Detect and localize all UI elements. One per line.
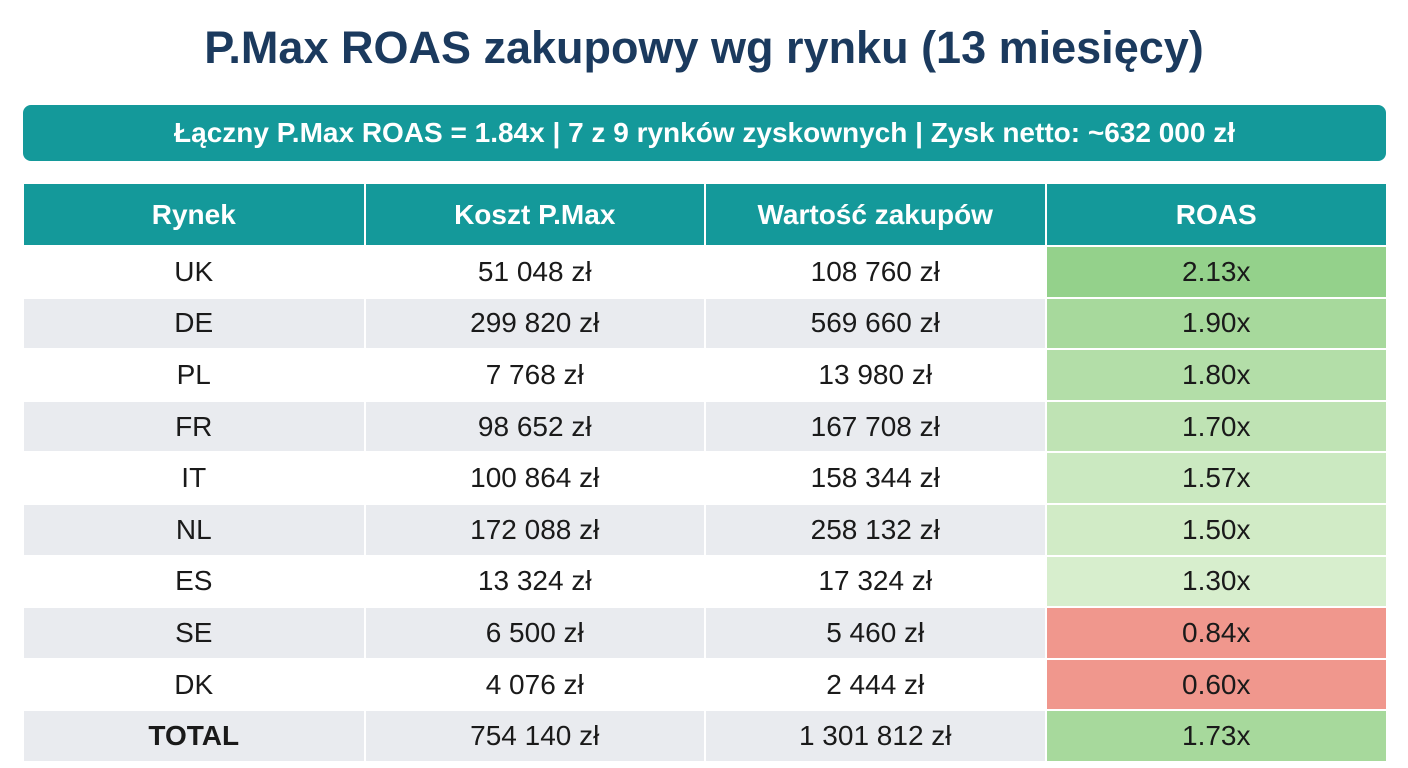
table-body: UK 51 048 zł 108 760 zł 2.13x DE 299 820 zł 56…: [24, 245, 1386, 761]
table-row: NL 172 088 zł 258 132 zł 1.50x: [24, 502, 1386, 556]
value-cell: 2 444 zł: [705, 657, 1047, 711]
roas-cell: 1.73x: [1045, 709, 1386, 761]
table-row: DK 4 076 zł 2 444 zł 0.60x: [24, 657, 1386, 711]
table-row: UK 51 048 zł 108 760 zł 2.13x: [24, 245, 1386, 298]
value-cell: 7 768 zł: [364, 348, 706, 401]
roas-cell: 0.60x: [1045, 657, 1386, 711]
value-cell: 5 460 zł: [705, 606, 1047, 659]
market-cell: DE: [24, 296, 366, 350]
roas-cell: 1.57x: [1045, 451, 1386, 504]
market-cell: ES: [24, 554, 366, 608]
column-header: Wartość zakupów: [705, 184, 1047, 246]
title: P.Max ROAS zakupowy wg rynku (13 miesięc…: [204, 22, 1204, 73]
table-row: TOTAL 754 140 zł 1 301 812 zł 1.73x: [24, 709, 1386, 761]
column-header: ROAS: [1045, 184, 1386, 246]
value-cell: 172 088 zł: [364, 502, 706, 556]
market-cell: UK: [24, 245, 366, 298]
summary-banner: Łączny P.Max ROAS = 1.84x | 7 z 9 rynków…: [23, 105, 1386, 161]
header-row: Rynek Koszt P.Max Wartość zakupów ROAS: [24, 184, 1386, 246]
roas-cell: 1.70x: [1045, 399, 1386, 453]
value-cell: 13 324 zł: [364, 554, 706, 608]
roas-cell: 1.80x: [1045, 348, 1386, 401]
market-cell: FR: [24, 399, 366, 453]
table-row: IT 100 864 zł 158 344 zł 1.57x: [24, 451, 1386, 504]
value-cell: 569 660 zł: [705, 296, 1047, 350]
value-cell: 51 048 zł: [364, 245, 706, 298]
value-cell: 754 140 zł: [364, 709, 706, 761]
market-cell: IT: [24, 451, 366, 504]
table-row: PL 7 768 zł 13 980 zł 1.80x: [24, 348, 1386, 401]
value-cell: 167 708 zł: [705, 399, 1047, 453]
value-cell: 17 324 zł: [705, 554, 1047, 608]
value-cell: 258 132 zł: [705, 502, 1047, 556]
value-cell: 1 301 812 zł: [705, 709, 1047, 761]
table-row: FR 98 652 zł 167 708 zł 1.70x: [24, 399, 1386, 453]
market-cell: TOTAL: [24, 709, 366, 761]
roas-cell: 0.84x: [1045, 606, 1386, 659]
value-cell: 299 820 zł: [364, 296, 706, 350]
column-header: Rynek: [24, 184, 366, 246]
roas-cell: 1.90x: [1045, 296, 1386, 350]
value-cell: 100 864 zł: [364, 451, 706, 504]
value-cell: 4 076 zł: [364, 657, 706, 711]
value-cell: 108 760 zł: [705, 245, 1047, 298]
roas-cell: 1.30x: [1045, 554, 1386, 608]
value-cell: 158 344 zł: [705, 451, 1047, 504]
market-cell: PL: [24, 348, 366, 401]
table-row: SE 6 500 zł 5 460 zł 0.84x: [24, 606, 1386, 659]
column-header: Koszt P.Max: [364, 184, 706, 246]
market-cell: DK: [24, 657, 366, 711]
table-row: ES 13 324 zł 17 324 zł 1.30x: [24, 554, 1386, 608]
value-cell: 98 652 zł: [364, 399, 706, 453]
roas-cell: 2.13x: [1045, 245, 1386, 298]
value-cell: 13 980 zł: [705, 348, 1047, 401]
market-cell: SE: [24, 606, 366, 659]
roas-table: Rynek Koszt P.Max Wartość zakupów ROAS UK 51…: [24, 184, 1386, 761]
table-row: DE 299 820 zł 569 660 zł 1.90x: [24, 296, 1386, 350]
value-cell: 6 500 zł: [364, 606, 706, 659]
roas-cell: 1.50x: [1045, 502, 1386, 556]
market-cell: NL: [24, 502, 366, 556]
